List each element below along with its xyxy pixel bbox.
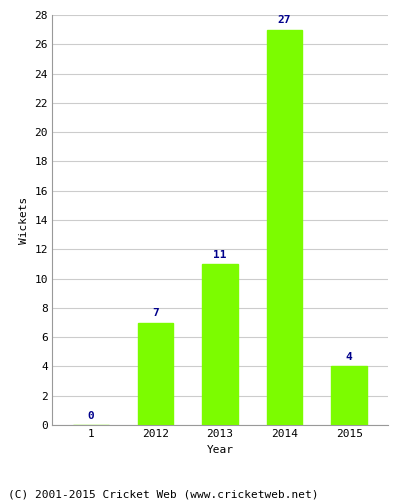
Bar [267, 30, 302, 425]
Text: (C) 2001-2015 Cricket Web (www.cricketweb.net): (C) 2001-2015 Cricket Web (www.cricketwe… [8, 490, 318, 500]
Y-axis label: Wickets: Wickets [19, 196, 29, 244]
X-axis label: Year: Year [206, 444, 234, 454]
Text: 11: 11 [213, 250, 227, 260]
Text: 0: 0 [87, 410, 94, 420]
Text: 27: 27 [278, 15, 291, 25]
Bar [138, 322, 173, 425]
Text: 4: 4 [346, 352, 353, 362]
Bar [202, 264, 238, 425]
Bar [332, 366, 367, 425]
Text: 7: 7 [152, 308, 159, 318]
